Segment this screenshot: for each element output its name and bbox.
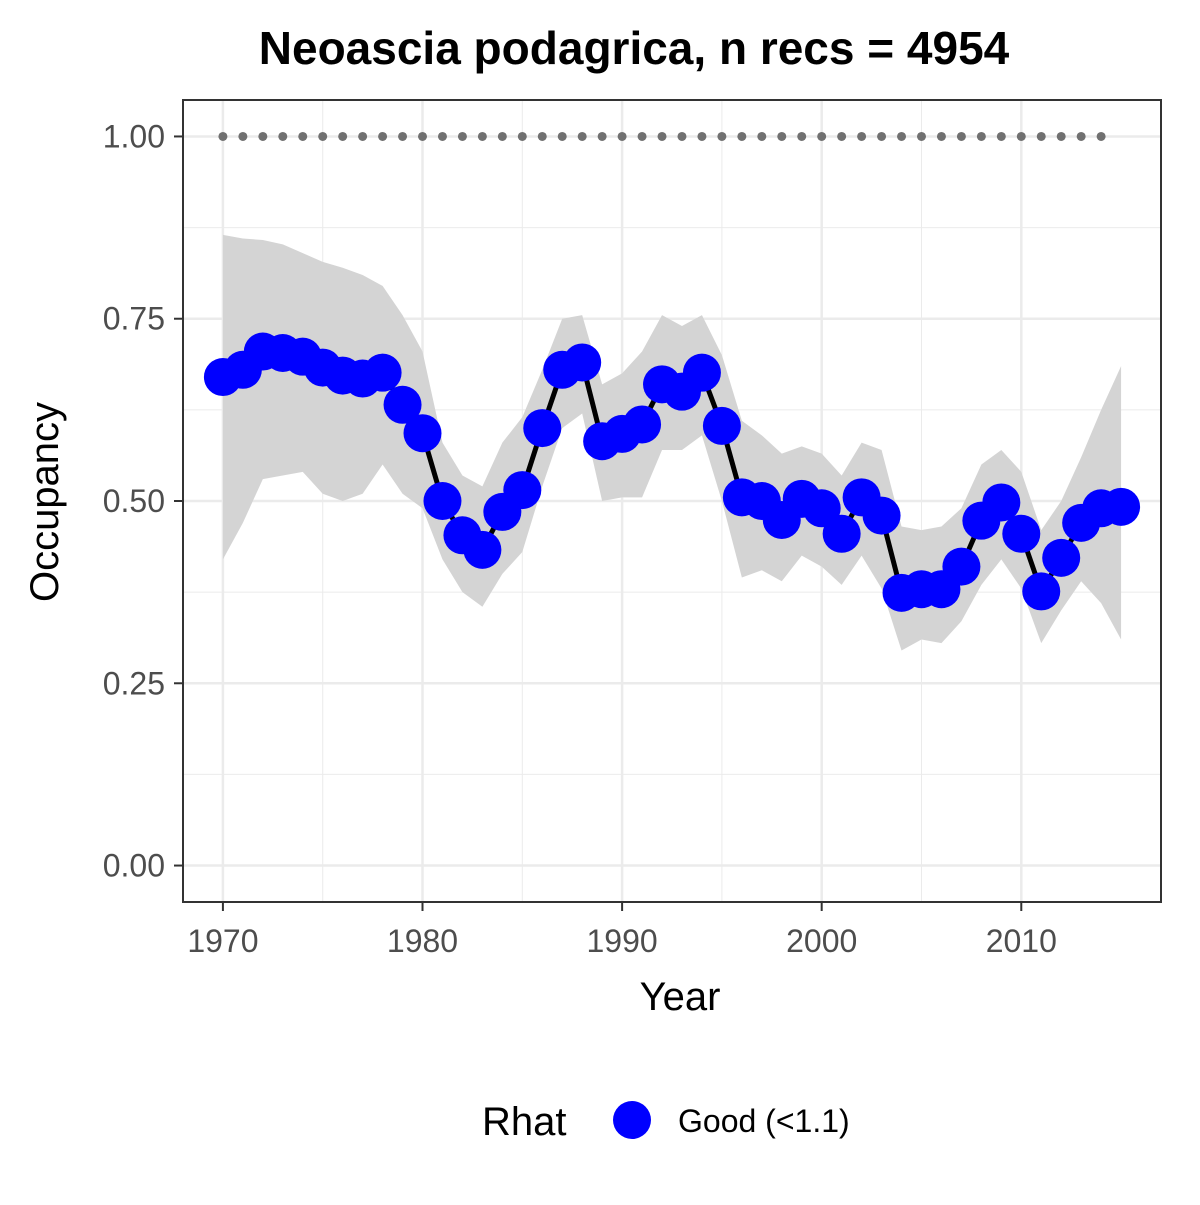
x-axis-label: Year xyxy=(640,975,721,1019)
reference-dot xyxy=(238,131,248,141)
occupancy-points xyxy=(203,332,1141,612)
plot-panel xyxy=(182,99,1162,903)
y-tick-label: 0.75 xyxy=(103,301,165,337)
data-point xyxy=(942,547,981,586)
reference-dot xyxy=(457,131,467,141)
y-tick-label: 0.00 xyxy=(103,848,165,884)
reference-dot xyxy=(916,131,926,141)
reference-dot xyxy=(897,131,907,141)
reference-dot xyxy=(517,131,527,141)
data-point xyxy=(862,496,901,535)
data-point xyxy=(802,489,841,528)
reference-dot xyxy=(338,131,348,141)
reference-dot xyxy=(398,131,408,141)
reference-dot xyxy=(218,131,228,141)
reference-dot xyxy=(378,131,388,141)
reference-dot xyxy=(477,131,487,141)
reference-dot xyxy=(976,131,986,141)
y-tick-label: 1.00 xyxy=(103,118,165,154)
x-tick-label: 1980 xyxy=(387,923,458,959)
reference-dotted-line xyxy=(218,131,1106,141)
reference-dot xyxy=(817,131,827,141)
reference-dot xyxy=(697,131,707,141)
reference-dot xyxy=(1096,131,1106,141)
x-tick-label: 1990 xyxy=(587,923,658,959)
y-axis: 0.00 0.25 0.50 0.75 1.00 xyxy=(103,118,183,884)
legend: Rhat Good (<1.1) xyxy=(482,1100,850,1144)
data-point xyxy=(423,482,462,520)
reference-dot xyxy=(777,131,787,141)
data-point xyxy=(1022,572,1061,611)
chart-title: Neoascia podagrica, n recs = 4954 xyxy=(259,22,1010,74)
reference-dot xyxy=(657,131,667,141)
legend-title: Rhat xyxy=(482,1100,567,1144)
reference-dot xyxy=(577,131,587,141)
reference-dot xyxy=(936,131,946,141)
reference-dot xyxy=(1076,131,1086,141)
reference-dot xyxy=(1036,131,1046,141)
x-tick-label: 2000 xyxy=(786,923,857,959)
reference-dot xyxy=(617,131,627,141)
data-point xyxy=(702,406,741,445)
reference-dot xyxy=(857,131,867,141)
data-point xyxy=(403,414,442,453)
data-point xyxy=(982,483,1021,522)
reference-dot xyxy=(877,131,887,141)
data-point xyxy=(563,343,602,382)
y-axis-label: Occupancy xyxy=(23,402,67,602)
reference-dot xyxy=(537,131,547,141)
data-point xyxy=(1102,487,1141,526)
y-tick-label: 0.50 xyxy=(103,483,165,519)
reference-dot xyxy=(418,131,428,141)
x-tick-label: 2010 xyxy=(986,923,1057,959)
data-point xyxy=(1042,538,1081,577)
reference-dot xyxy=(358,131,368,141)
reference-dot xyxy=(497,131,507,141)
reference-dot xyxy=(996,131,1006,141)
data-point xyxy=(682,353,721,392)
data-point xyxy=(1002,514,1041,553)
reference-dot xyxy=(278,131,288,141)
reference-dot xyxy=(797,131,807,141)
reference-dot xyxy=(1056,131,1066,141)
reference-dot xyxy=(737,131,747,141)
x-axis: 1970 1980 1990 2000 2010 xyxy=(187,902,1057,959)
data-point xyxy=(822,514,861,553)
data-point xyxy=(623,405,662,444)
reference-dot xyxy=(318,131,328,141)
reference-dot xyxy=(437,131,447,141)
legend-key-good xyxy=(613,1101,651,1139)
reference-dot xyxy=(557,131,567,141)
reference-dot xyxy=(637,131,647,141)
x-tick-label: 1970 xyxy=(187,923,258,959)
data-point xyxy=(463,530,502,569)
y-tick-label: 0.25 xyxy=(103,665,165,701)
reference-dot xyxy=(597,131,607,141)
data-point xyxy=(503,471,542,510)
data-point xyxy=(383,385,422,424)
data-point xyxy=(523,409,562,448)
reference-dot xyxy=(956,131,966,141)
reference-dot xyxy=(837,131,847,141)
reference-dot xyxy=(717,131,727,141)
reference-dot xyxy=(258,131,268,141)
reference-dot xyxy=(1016,131,1026,141)
reference-dot xyxy=(677,131,687,141)
reference-dot xyxy=(298,131,308,141)
data-point xyxy=(363,353,402,392)
legend-label-good: Good (<1.1) xyxy=(678,1103,850,1139)
reference-dot xyxy=(757,131,767,141)
